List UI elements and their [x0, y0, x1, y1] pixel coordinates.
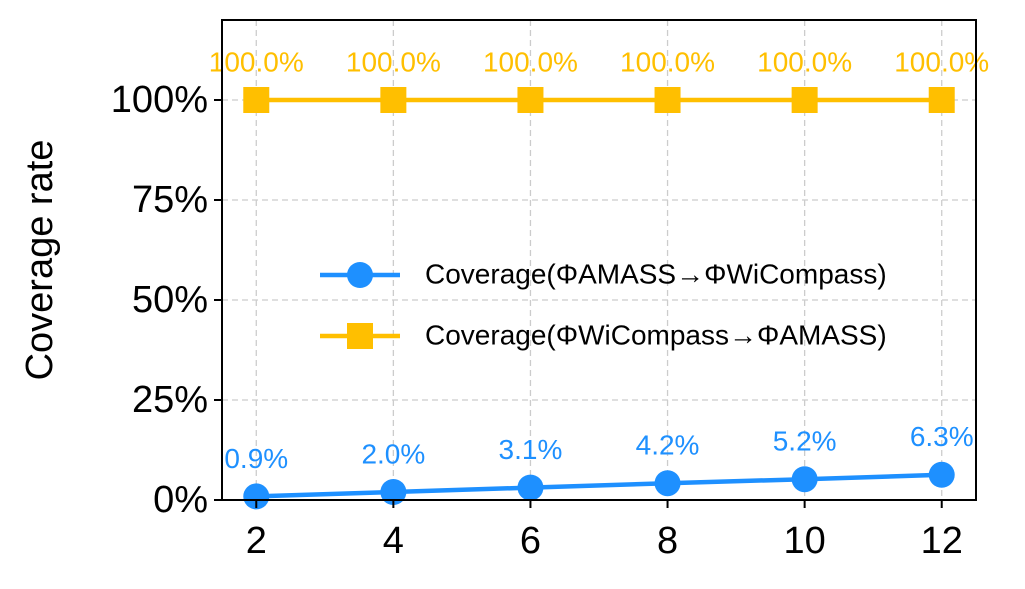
x-tick-label: 4	[383, 520, 404, 562]
x-tick-label: 6	[520, 520, 541, 562]
y-tick-label: 50%	[132, 279, 208, 321]
marker	[517, 474, 544, 501]
marker	[380, 479, 407, 505]
marker	[380, 87, 407, 113]
x-tick-label: 2	[246, 520, 267, 562]
y-tick-label: 100%	[111, 79, 208, 121]
data-label: 100.0%	[757, 46, 852, 77]
marker	[928, 461, 955, 488]
marker	[654, 87, 681, 113]
legend-marker	[347, 323, 373, 349]
marker	[243, 483, 270, 510]
y-tick-label: 75%	[132, 179, 208, 221]
legend-marker	[347, 262, 373, 288]
x-tick-label: 12	[921, 520, 963, 562]
data-label: 6.3%	[910, 421, 974, 452]
data-label: 100.0%	[620, 46, 715, 77]
data-label: 100.0%	[483, 46, 578, 77]
y-tick-label: 0%	[153, 479, 208, 521]
x-tick-label: 8	[657, 520, 678, 562]
y-axis-label: Coverage rate	[19, 140, 61, 381]
data-label: 3.1%	[499, 434, 563, 465]
data-label: 0.9%	[224, 443, 288, 474]
line	[256, 472, 942, 499]
data-label: 2.0%	[361, 438, 425, 469]
data-label: 100.0%	[894, 46, 989, 77]
data-label: 100.0%	[209, 46, 304, 77]
marker	[928, 87, 955, 113]
marker	[791, 87, 818, 113]
y-tick-label: 25%	[132, 379, 208, 421]
marker	[243, 87, 270, 113]
legend-label: Coverage(ΦWiCompass→ΦAMASS)	[425, 319, 887, 350]
marker	[517, 87, 544, 113]
x-tick-label: 10	[783, 520, 825, 562]
data-label: 5.2%	[773, 426, 837, 457]
plot-frame	[221, 19, 977, 501]
legend-label: Coverage(ΦAMASS→ΦWiCompass)	[425, 258, 887, 289]
data-label: 100.0%	[346, 46, 441, 77]
data-label: 4.2%	[636, 430, 700, 461]
marker	[654, 470, 681, 497]
marker	[791, 466, 818, 493]
